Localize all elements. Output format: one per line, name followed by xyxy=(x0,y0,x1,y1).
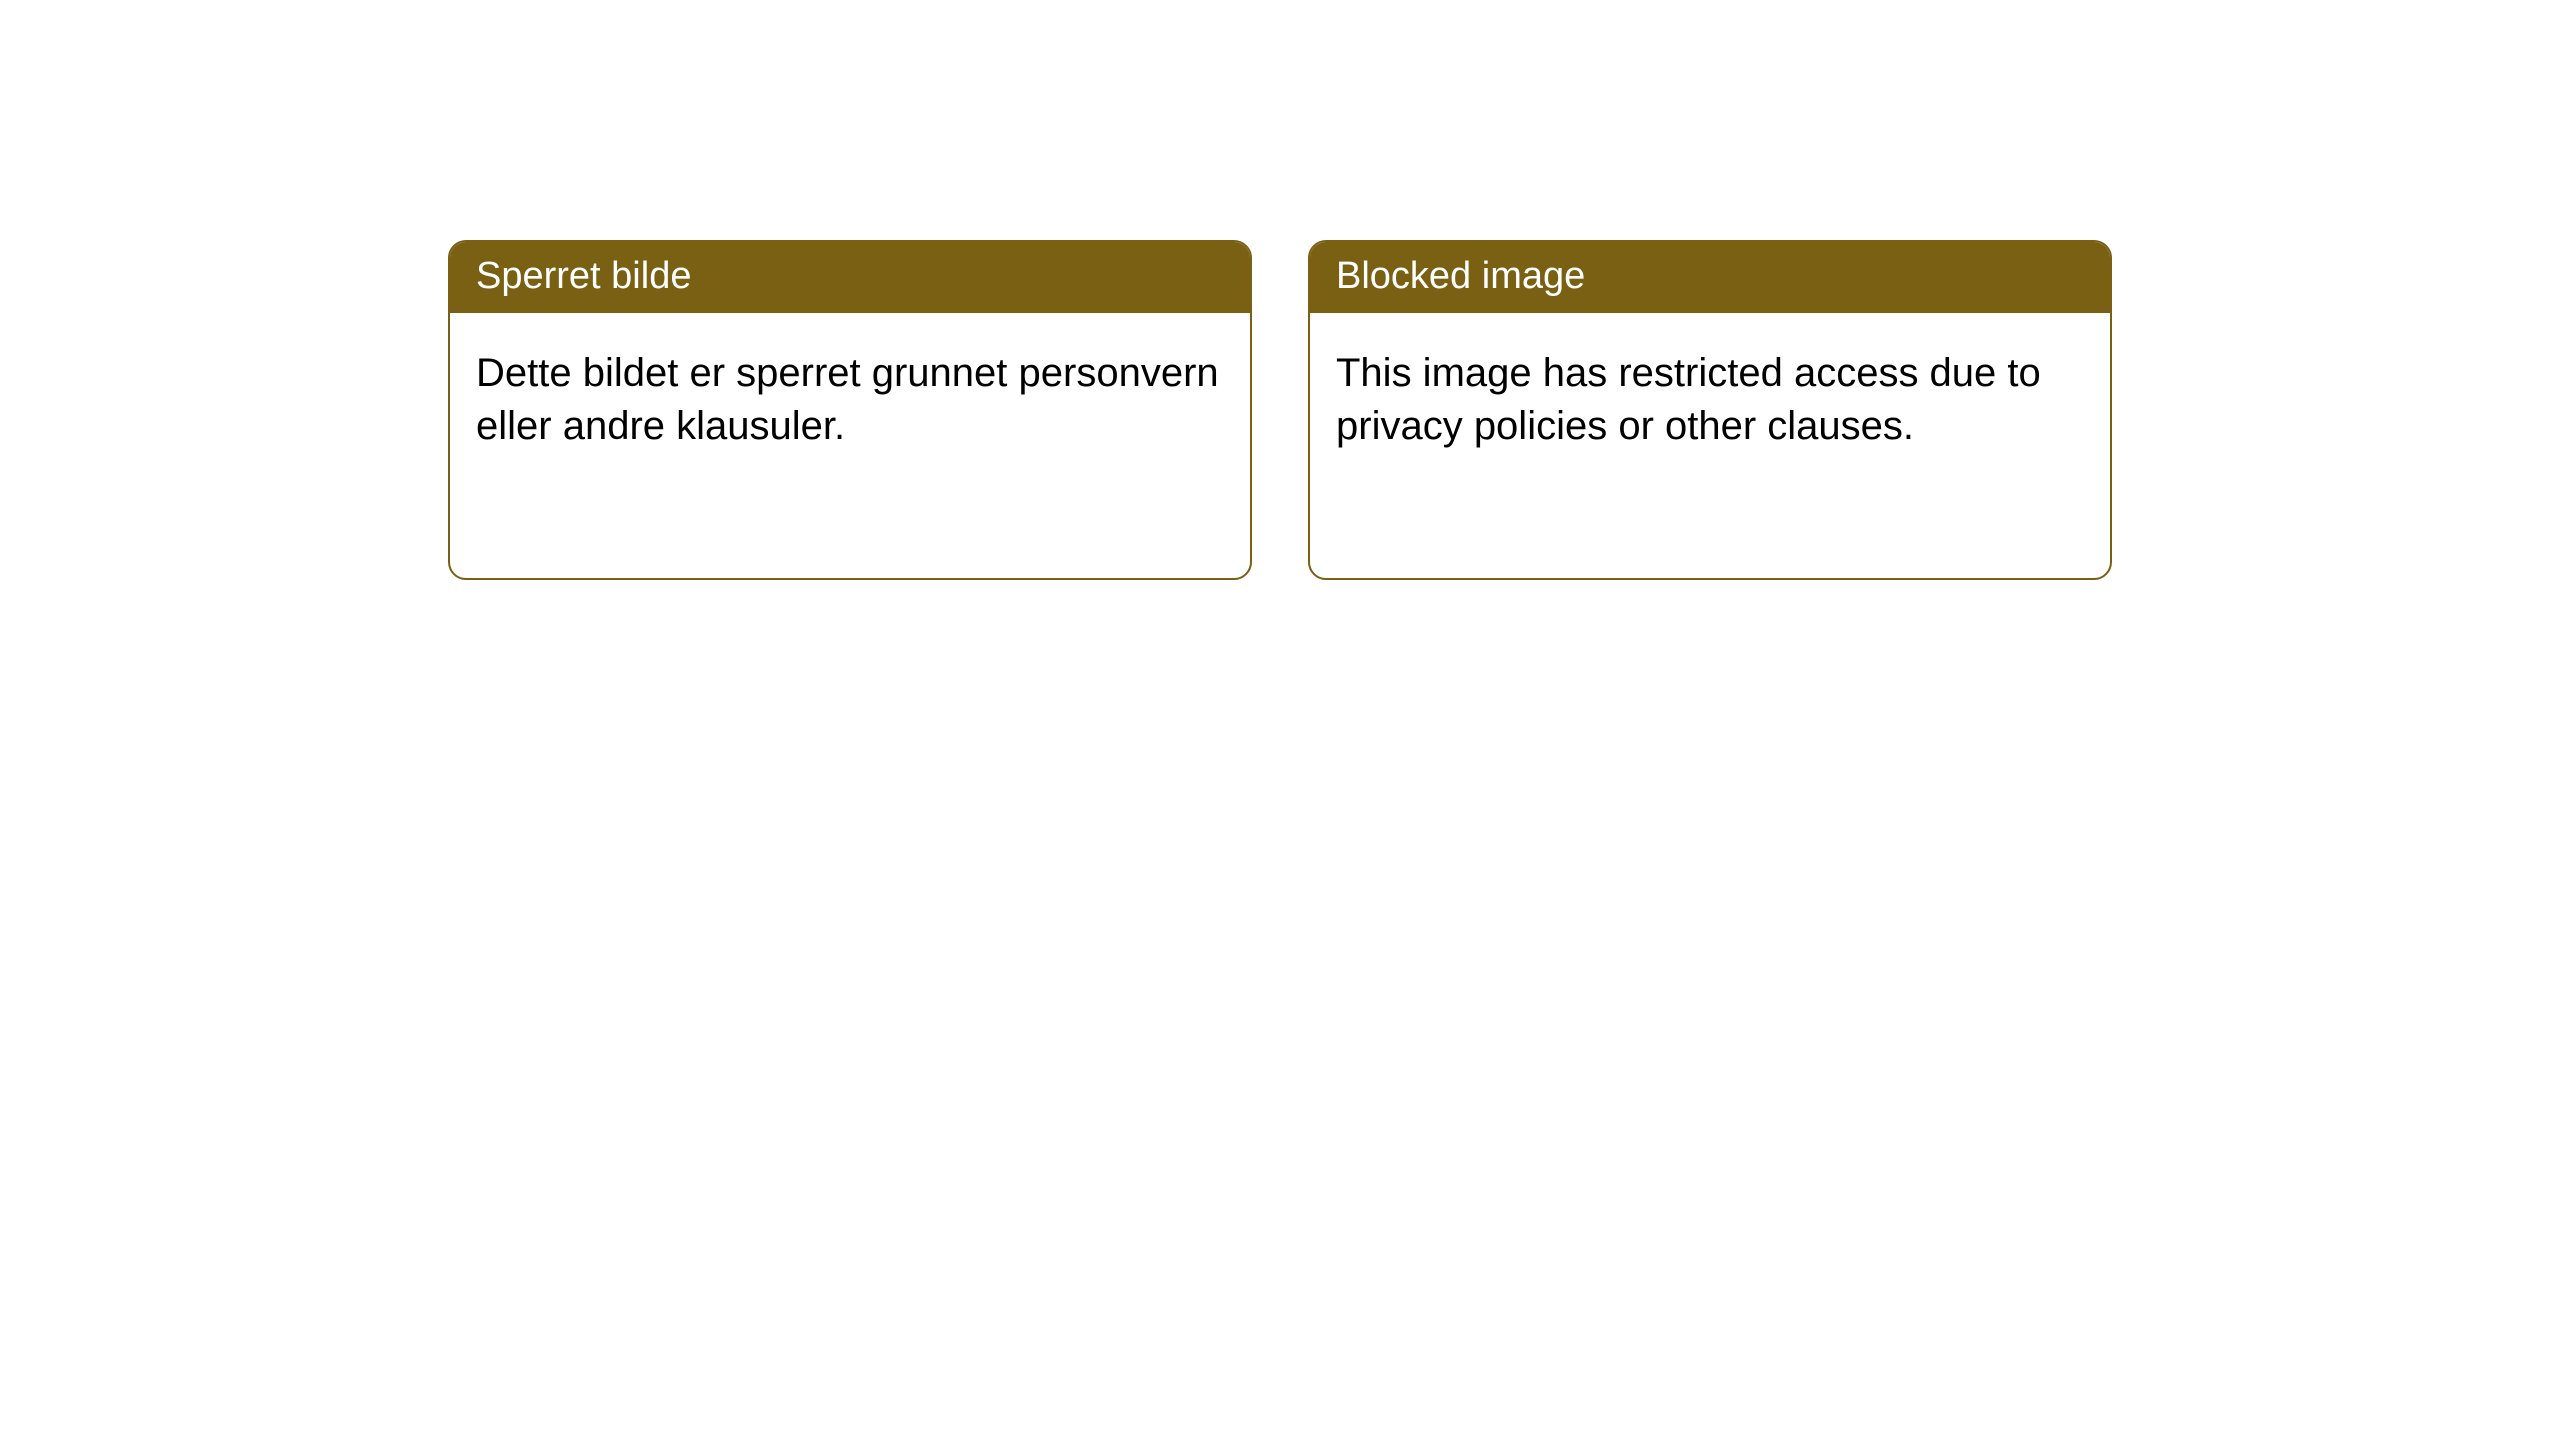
card-header: Blocked image xyxy=(1310,242,2110,313)
card-title: Sperret bilde xyxy=(476,255,691,297)
notice-card-english: Blocked image This image has restricted … xyxy=(1308,240,2112,580)
notice-cards-container: Sperret bilde Dette bildet er sperret gr… xyxy=(0,0,2560,580)
card-header: Sperret bilde xyxy=(450,242,1250,313)
card-body: This image has restricted access due to … xyxy=(1310,313,2110,487)
card-body-text: Dette bildet er sperret grunnet personve… xyxy=(476,351,1219,448)
card-body: Dette bildet er sperret grunnet personve… xyxy=(450,313,1250,487)
card-title: Blocked image xyxy=(1336,255,1585,297)
card-body-text: This image has restricted access due to … xyxy=(1336,351,2041,448)
notice-card-norwegian: Sperret bilde Dette bildet er sperret gr… xyxy=(448,240,1252,580)
